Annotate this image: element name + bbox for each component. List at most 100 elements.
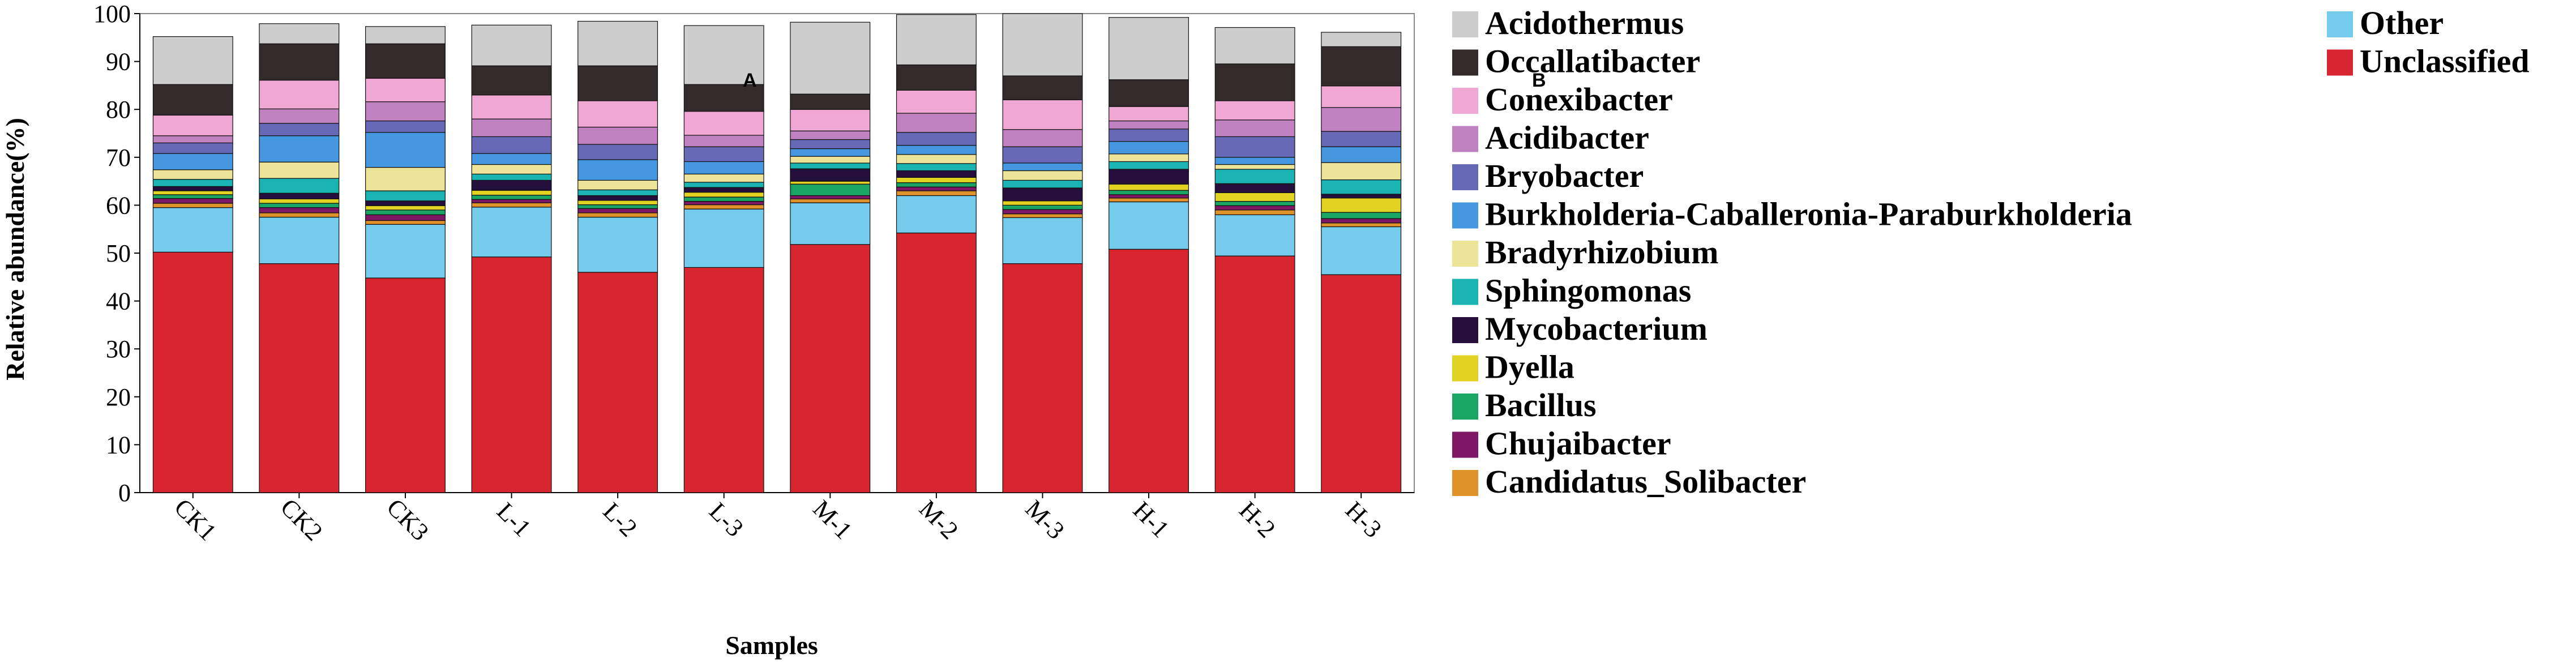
- bars: [152, 13, 1402, 493]
- bar-segment: [365, 190, 446, 202]
- x-tick-label: H-1: [1128, 496, 1175, 543]
- bar-segment: [259, 79, 340, 109]
- y-tick-label: 80: [106, 96, 131, 123]
- legend-label: Mycobacterium: [1485, 310, 1708, 347]
- y-tick-label: 30: [106, 335, 131, 363]
- legend-label: Dyella: [1485, 349, 1574, 386]
- bar-segment: [790, 163, 871, 169]
- bar-segment: [1321, 223, 1402, 228]
- bar-segment: [577, 208, 658, 213]
- bar-segment: [896, 232, 977, 493]
- bar-segment: [577, 272, 658, 493]
- bar-segment: [790, 130, 871, 140]
- x-tick-label: L-2: [598, 497, 643, 542]
- bar-segment: [259, 263, 340, 493]
- bar-segment: [790, 183, 871, 196]
- bar-segment: [1321, 46, 1402, 87]
- bar-segment: [577, 65, 658, 101]
- bar-segment: [152, 190, 233, 195]
- legend-item: Bryobacter: [1452, 157, 1644, 194]
- bar-segment: [1321, 226, 1402, 275]
- bar-segment: [896, 113, 977, 133]
- bar-segment: [1214, 157, 1295, 165]
- bar-segment: [471, 179, 552, 191]
- bar-segment: [471, 24, 552, 66]
- bar-segment: [577, 189, 658, 196]
- bar-segment: [1321, 212, 1402, 219]
- bar-segment: [259, 135, 340, 163]
- legend-item: Conexibacter: [1452, 81, 1673, 118]
- legend-swatch: [1452, 126, 1478, 152]
- legend-item: Sphingomonas: [1452, 272, 1691, 309]
- bar-segment: [896, 190, 977, 196]
- bar-segment: [896, 89, 977, 114]
- x-axis-title: Samples: [725, 631, 818, 660]
- bar-segment: [471, 118, 552, 138]
- x-tick-label: L-3: [704, 497, 749, 542]
- bar-segment: [790, 148, 871, 157]
- bar-segment: [365, 120, 446, 133]
- legend-item: Burkholderia-Caballeronia-Paraburkholder…: [1452, 196, 2132, 233]
- bar-stack-CK2: [259, 23, 340, 493]
- legend-label: Other: [2360, 5, 2444, 41]
- bar-stack-L-3: [683, 25, 764, 493]
- bar-segment: [683, 110, 764, 136]
- bar-segment: [1321, 32, 1402, 47]
- bar-segment: [1109, 201, 1189, 250]
- bar-segment: [1002, 187, 1083, 202]
- bar-stack-CK3: [365, 26, 446, 493]
- y-tick-label: 100: [93, 0, 131, 28]
- legend-label: Conexibacter: [1485, 81, 1673, 118]
- bar-segment: [471, 190, 552, 196]
- bar-segment: [1109, 169, 1189, 185]
- legend-item: Unclassified: [2327, 43, 2530, 80]
- bar-segment: [1109, 129, 1189, 142]
- bar-segment: [259, 161, 340, 179]
- bar-segment: [1002, 75, 1083, 100]
- bar-segment: [1321, 85, 1402, 108]
- bar-segment: [577, 144, 658, 160]
- y-tick-label: 90: [106, 48, 131, 76]
- bar-segment: [152, 198, 233, 204]
- legend-swatch: [1452, 470, 1478, 496]
- bar-segment: [471, 153, 552, 165]
- bar-segment: [365, 205, 446, 211]
- bar-segment: [152, 135, 233, 144]
- y-axis-title: Relative abundance(%): [1, 118, 29, 380]
- bar-segment: [1109, 17, 1189, 80]
- legend-label: Candidatus_Solibacter: [1485, 463, 1806, 500]
- legend-label: Unclassified: [2360, 43, 2530, 80]
- bar-segment: [365, 78, 446, 102]
- x-tick-label: M-2: [914, 495, 964, 545]
- bar-segment: [896, 145, 977, 155]
- legend-item: Bradyrhizobium: [1452, 234, 1719, 271]
- legend-item: Occallatibacter: [1452, 43, 1700, 80]
- legend-swatch: [1452, 355, 1478, 382]
- bar-segment: [790, 109, 871, 131]
- legend-item: Candidatus_Solibacter: [1452, 463, 1806, 500]
- bar-segment: [259, 123, 340, 136]
- bar-segment: [365, 132, 446, 168]
- bar-segment: [790, 195, 871, 200]
- bar-segment: [1321, 162, 1402, 181]
- bar-segment: [471, 202, 552, 208]
- legend-swatch: [2327, 49, 2353, 76]
- legend-swatch: [1452, 394, 1478, 420]
- bar-segment: [1109, 120, 1189, 130]
- bar-segment: [1214, 169, 1295, 184]
- legend-item: Dyella: [1452, 349, 1574, 386]
- bar-segment: [1002, 13, 1083, 76]
- bar-segment: [1109, 198, 1189, 203]
- bar-stack-L-1: [471, 24, 552, 493]
- bar-segment: [152, 251, 233, 493]
- bar-segment: [1109, 190, 1189, 195]
- y-axis: 0 10 20 30 40 50 60 70 80 90 100: [93, 0, 140, 507]
- bar-segment: [683, 84, 764, 112]
- y-tick-label: 40: [106, 288, 131, 315]
- legend-label: Sphingomonas: [1485, 272, 1691, 309]
- bar-segment: [471, 136, 552, 154]
- bar-segment: [790, 198, 871, 203]
- bar-segment: [896, 64, 977, 91]
- legend-item: Other: [2327, 5, 2444, 41]
